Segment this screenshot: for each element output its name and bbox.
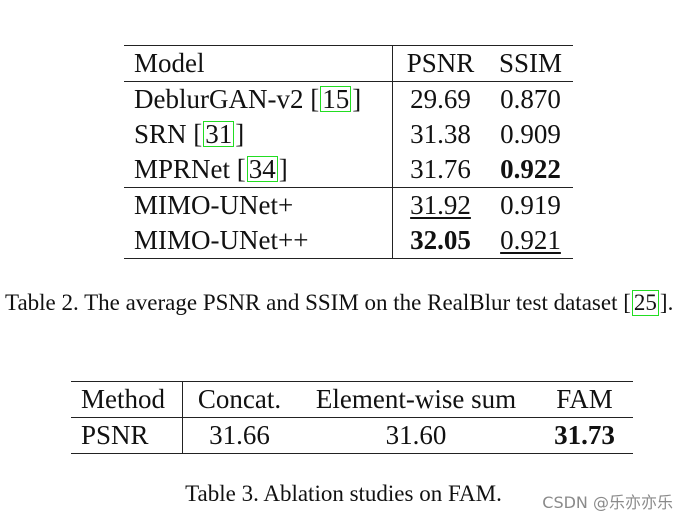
table-row: MIMO-UNet++ 32.05 0.921 [124,223,573,259]
psnr-cell: 31.76 [410,154,471,184]
table-2-caption: Table 2. The average PSNR and SSIM on th… [5,290,674,316]
table-row: DeblurGAN-v2 [15] 29.69 0.870 [124,81,573,117]
citation-link[interactable]: 25 [631,290,659,316]
table-row: PSNR 31.66 31.60 31.73 [71,417,633,454]
header-ssim: SSIM [488,45,573,82]
ablation-table: Method Concat. Element-wise sum FAM PSNR… [71,381,633,454]
table-row: SRN [31] 31.38 0.909 [124,117,573,152]
table-header-row: Method Concat. Element-wise sum FAM [71,381,633,418]
model-cell: MIMO-UNet+ [124,187,393,223]
model-cell: MPRNet [34] [124,152,393,188]
ssim-cell-best: 0.922 [500,154,561,184]
fam-value-best: 31.73 [554,420,615,450]
psnr-ssim-table: Model PSNR SSIM DeblurGAN-v2 [15] 29.69 … [124,45,573,259]
header-method: Method [71,381,183,418]
model-cell: SRN [31] [124,117,393,152]
table-row: MIMO-UNet+ 31.92 0.919 [124,187,573,223]
table-header-row: Model PSNR SSIM [124,45,573,82]
model-cell: MIMO-UNet++ [124,223,393,259]
header-model: Model [124,45,393,82]
citation-link[interactable]: 15 [320,84,352,114]
header-element-wise-sum: Element-wise sum [296,381,536,418]
header-concat: Concat. [182,381,296,418]
psnr-second-best: 31.92 [410,190,471,220]
citation-link[interactable]: 34 [246,154,278,184]
header-fam: FAM [536,381,633,418]
psnr-cell: 31.92 [392,187,488,223]
ssim-cell: 0.921 [488,223,573,259]
ssim-cell: 0.919 [488,187,573,223]
ssim-cell: 0.870 [500,84,561,114]
metric-cell: PSNR [71,417,183,454]
psnr-cell: 29.69 [410,84,471,114]
ssim-cell: 0.909 [500,119,561,149]
concat-value: 31.66 [209,420,270,450]
ssim-second-best: 0.921 [500,225,561,255]
table-3-caption: Table 3. Ablation studies on FAM. [185,481,502,506]
model-cell: DeblurGAN-v2 [15] [124,81,393,117]
psnr-cell-best: 32.05 [410,225,471,255]
citation-link[interactable]: 31 [203,119,235,149]
header-psnr: PSNR [392,45,488,82]
watermark: CSDN @乐亦亦乐 [542,493,673,512]
table-row: MPRNet [34] 31.76 0.922 [124,152,573,188]
element-wise-sum-value: 31.60 [385,420,447,450]
psnr-cell: 31.38 [410,119,471,149]
